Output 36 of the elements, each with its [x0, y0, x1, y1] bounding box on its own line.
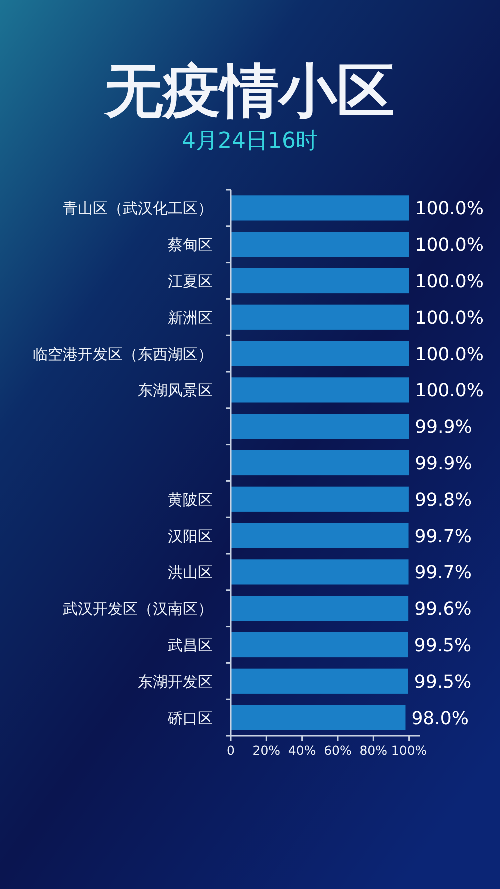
data-label: 98.0%: [412, 708, 469, 730]
data-label: 99.6%: [414, 599, 472, 620]
y-tick-label: 东湖开发区: [138, 672, 213, 691]
data-label: 99.8%: [414, 490, 472, 511]
data-label: 99.5%: [414, 672, 472, 693]
chart-subtitle: 4月24日16时: [182, 129, 318, 154]
y-tick-label: 江夏区: [168, 272, 213, 290]
x-tick-label: 100%: [391, 743, 428, 758]
chart-title: 无疫情小区: [104, 57, 395, 125]
data-label: 100.0%: [415, 344, 484, 366]
data-label: 99.7%: [414, 526, 472, 548]
x-tick-label: 20%: [252, 743, 281, 758]
data-label: 100.0%: [415, 308, 484, 329]
x-tick-label: 80%: [360, 743, 388, 758]
y-tick-label: 东湖风景区: [138, 382, 213, 400]
y-tick-label: 蔡甸区: [168, 236, 213, 254]
x-tick-label: 40%: [288, 743, 316, 758]
y-tick-label: 武昌区: [168, 636, 213, 654]
data-label: 100.0%: [415, 272, 484, 292]
y-tick-label: 临空港开发区（东西湖区）: [33, 345, 213, 364]
y-tick-label: 硚口区: [167, 709, 213, 728]
y-tick-label: 汉阳区: [168, 527, 213, 546]
data-label: 99.7%: [414, 562, 472, 584]
x-tick-label: 60%: [324, 743, 352, 758]
data-label: 100.0%: [415, 235, 484, 256]
data-label: 99.9%: [415, 454, 472, 474]
data-label: 99.5%: [414, 636, 472, 656]
data-label: 100.0%: [415, 380, 484, 402]
y-tick-label: 新洲区: [168, 308, 213, 327]
y-tick-label: 青山区（武汉化工区）: [63, 200, 213, 218]
y-tick-label: 洪山区: [168, 564, 213, 582]
y-tick-label: 黄陂区: [168, 490, 213, 509]
data-label: 99.9%: [415, 417, 472, 438]
data-label: 100.0%: [415, 198, 484, 220]
y-tick-label: 武汉开发区（汉南区）: [63, 600, 213, 618]
x-tick-label: 0: [227, 743, 236, 758]
